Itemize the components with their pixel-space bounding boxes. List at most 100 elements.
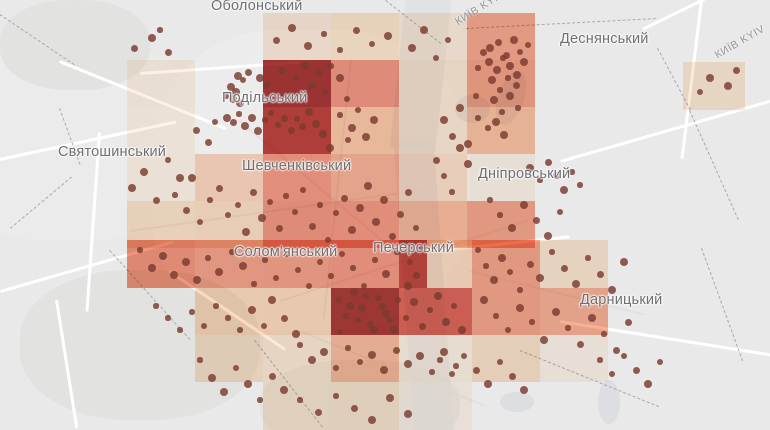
incident-point xyxy=(262,117,268,123)
heat-cell[interactable] xyxy=(263,60,331,107)
incident-point xyxy=(448,132,456,140)
incident-point xyxy=(347,225,357,235)
heat-cell[interactable] xyxy=(127,107,195,154)
incident-point xyxy=(208,374,216,382)
incident-point xyxy=(429,369,435,375)
incident-point xyxy=(380,196,388,204)
incident-point xyxy=(280,386,288,394)
incident-point xyxy=(524,41,532,49)
incident-point xyxy=(492,118,500,126)
incident-point xyxy=(272,274,280,282)
incident-point xyxy=(200,322,208,330)
incident-point xyxy=(552,171,560,179)
incident-point xyxy=(483,263,489,269)
incident-point xyxy=(232,88,240,96)
incident-point xyxy=(148,34,156,42)
heat-cell[interactable] xyxy=(263,382,331,430)
incident-point xyxy=(525,163,535,173)
incident-point xyxy=(130,44,138,52)
incident-point xyxy=(588,314,596,322)
incident-point xyxy=(182,206,190,214)
incident-point xyxy=(596,270,604,278)
heat-cell[interactable] xyxy=(331,382,399,430)
incident-point xyxy=(153,303,159,309)
incident-point xyxy=(403,281,413,291)
heat-cell[interactable] xyxy=(399,382,472,430)
incident-point xyxy=(205,255,211,261)
incident-point xyxy=(723,81,733,91)
incident-point xyxy=(363,181,373,191)
incident-point xyxy=(620,352,628,360)
heat-cell[interactable] xyxy=(195,240,263,288)
heat-cell[interactable] xyxy=(399,60,467,107)
incident-point xyxy=(378,302,386,310)
district-label: Оболонський xyxy=(211,0,303,14)
incident-point xyxy=(515,105,521,111)
incident-point xyxy=(224,211,232,219)
incident-point xyxy=(277,66,285,74)
heat-cell[interactable] xyxy=(540,288,608,335)
heat-cell[interactable] xyxy=(331,154,399,201)
incident-point xyxy=(380,366,388,374)
incident-point xyxy=(249,188,257,196)
incident-point xyxy=(305,282,313,290)
incident-point xyxy=(552,308,560,316)
incident-point xyxy=(656,358,664,366)
incident-point xyxy=(314,68,322,76)
incident-point xyxy=(475,115,481,121)
incident-point xyxy=(350,265,356,271)
incident-point xyxy=(304,107,314,117)
incident-point xyxy=(337,112,343,118)
incident-point xyxy=(242,228,250,236)
incident-point xyxy=(500,131,508,139)
heat-cell[interactable] xyxy=(540,335,608,382)
heat-cell[interactable] xyxy=(467,107,535,154)
heat-cell[interactable] xyxy=(331,335,399,382)
incident-point xyxy=(372,218,380,226)
incident-point xyxy=(157,27,163,33)
incident-point xyxy=(370,326,378,334)
heat-cell[interactable] xyxy=(399,13,467,60)
heat-cell[interactable] xyxy=(263,154,331,201)
incident-point xyxy=(262,81,270,89)
incident-point xyxy=(394,249,400,255)
incident-point xyxy=(164,48,172,56)
incident-point xyxy=(529,319,535,325)
heat-cell[interactable] xyxy=(399,335,472,382)
incident-point xyxy=(412,224,420,232)
district-label: Подільський xyxy=(222,90,308,106)
incident-point xyxy=(340,194,348,202)
incident-point xyxy=(401,241,407,247)
heat-cell[interactable] xyxy=(331,60,399,107)
incident-point xyxy=(362,133,370,141)
road-label: КИЇВ KYIV xyxy=(453,0,507,28)
heat-cell[interactable] xyxy=(331,240,399,288)
incident-point xyxy=(510,36,518,44)
district-label: Дарницький xyxy=(580,292,663,308)
heat-cell[interactable] xyxy=(195,335,263,382)
incident-point xyxy=(354,106,362,114)
incident-point xyxy=(569,169,575,175)
heat-cell[interactable] xyxy=(427,240,472,288)
incident-point xyxy=(450,302,458,310)
incident-point xyxy=(368,40,376,48)
incident-point xyxy=(197,357,203,363)
incident-point xyxy=(192,275,202,285)
incident-point xyxy=(238,261,248,271)
heat-cell[interactable] xyxy=(127,60,195,107)
incident-point xyxy=(433,291,443,301)
incident-point xyxy=(417,247,423,253)
incident-point xyxy=(338,250,346,258)
heat-cell[interactable] xyxy=(472,335,540,382)
incident-point xyxy=(319,347,329,357)
heat-cell[interactable] xyxy=(467,154,535,201)
incident-point xyxy=(560,264,568,272)
incident-point xyxy=(577,182,583,188)
incident-point xyxy=(355,203,365,213)
heat-cell[interactable] xyxy=(467,13,535,60)
incident-point xyxy=(244,68,252,76)
incident-point xyxy=(412,271,420,279)
